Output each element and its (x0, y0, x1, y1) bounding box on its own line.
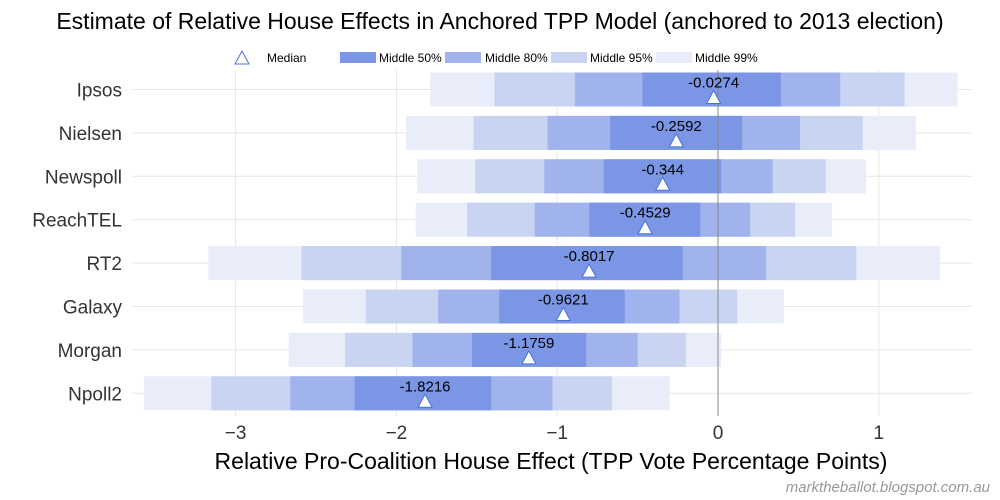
y-axis-labels: Ipsos Nielsen Newspoll ReachTEL RT2 Galaxy Mor… (32, 81, 122, 406)
legend-item-mid95: Middle 95% (551, 51, 653, 65)
x-tick-label: −2 (386, 423, 408, 444)
y-tick-label: Ipsos (77, 81, 122, 102)
legend-label-mid99: Middle 99% (695, 51, 758, 65)
median-value-label: -0.2592 (651, 118, 702, 135)
bar-group-npoll2 (143, 376, 670, 411)
x-tick-label: −3 (225, 423, 247, 444)
median-markers: -0.0274 -0.2592 -0.344 -0.4529 -0.8017 -0.962… (400, 75, 739, 408)
interval-bars (143, 72, 958, 411)
watermark: marktheballot.blogspot.com.au (786, 479, 991, 496)
legend-swatch-mid99 (656, 52, 692, 63)
median-marker (555, 306, 572, 321)
legend-item-mid99: Middle 99% (656, 51, 758, 65)
x-tick-label: −1 (546, 423, 568, 444)
median-marker (581, 263, 597, 278)
legend-median-triangle-icon (234, 49, 250, 65)
bar-group-morgan (288, 332, 722, 367)
y-tick-label: Morgan (58, 341, 122, 362)
median-value-label: -0.344 (641, 161, 684, 178)
x-axis-label: Relative Pro-Coalition House Effect (TPP… (215, 448, 888, 474)
legend-item-median: Median (234, 49, 306, 65)
x-tick-label: 1 (874, 423, 885, 444)
x-tick-label: 0 (713, 423, 724, 444)
median-value-label: -0.0274 (688, 75, 739, 92)
bar-group-nielsen (406, 115, 916, 150)
median-value-label: -1.8216 (400, 378, 451, 395)
legend-label-median: Median (267, 51, 306, 65)
legend-swatch-mid80 (445, 52, 481, 63)
bar-group-ipsos (430, 72, 958, 107)
median-marker (637, 219, 654, 235)
bar-group-reachtel (415, 202, 833, 237)
chart-title: Estimate of Relative House Effects in An… (56, 8, 943, 34)
legend-swatch-mid95 (551, 52, 587, 63)
median-value-label: -1.1759 (503, 335, 554, 352)
legend-item-mid50: Middle 50% (340, 51, 442, 65)
median-value-label: -0.4529 (620, 205, 671, 222)
legend-swatch-mid50 (340, 52, 376, 63)
x-axis-ticks: −3 −2 −1 0 1 (225, 423, 884, 444)
median-marker (417, 393, 433, 408)
median-marker (705, 89, 722, 104)
median-marker (654, 176, 671, 191)
median-marker (521, 349, 537, 365)
median-marker (668, 132, 685, 148)
y-tick-label: Newspoll (45, 167, 122, 188)
y-tick-label: Nielsen (59, 124, 122, 145)
legend-item-mid80: Middle 80% (445, 51, 548, 65)
legend: Median Middle 50% Middle 80% Middle 95% … (234, 49, 758, 65)
y-tick-label: Galaxy (63, 298, 123, 319)
y-tick-label: ReachTEL (32, 211, 122, 232)
y-tick-label: Npoll2 (68, 384, 122, 405)
y-tick-label: RT2 (86, 254, 122, 275)
legend-label-mid95: Middle 95% (590, 51, 653, 65)
bar-group-rt2 (208, 246, 940, 281)
median-value-label: -0.8017 (564, 248, 615, 265)
legend-label-mid80: Middle 80% (485, 51, 548, 65)
legend-label-mid50: Middle 50% (379, 51, 442, 65)
median-value-label: -0.9621 (538, 292, 589, 309)
bar-group-galaxy (303, 289, 784, 324)
